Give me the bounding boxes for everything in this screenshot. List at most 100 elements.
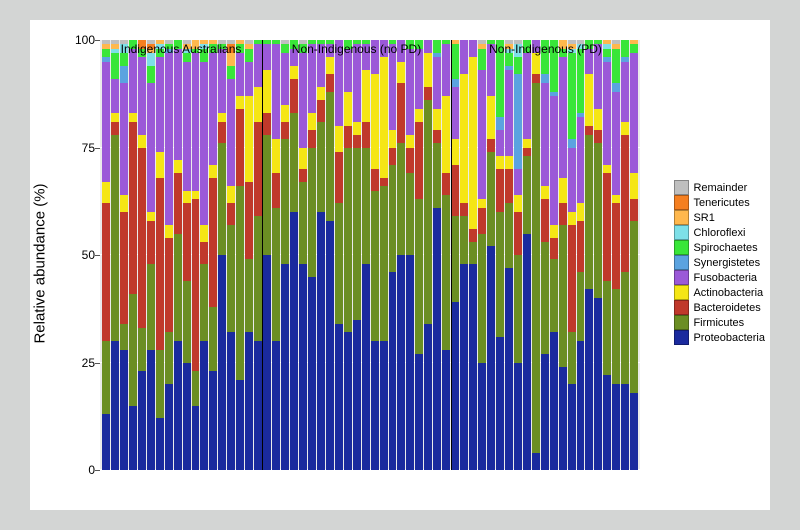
stacked-bar: [469, 40, 477, 470]
bar-segment: [272, 139, 280, 173]
legend-label: Tenericutes: [693, 197, 749, 209]
legend-label: Remainder: [693, 182, 747, 194]
bar-segment: [541, 242, 549, 354]
bar-segment: [424, 40, 432, 53]
bar-segment: [281, 105, 289, 122]
bar-segment: [245, 62, 253, 96]
bar-segment: [469, 57, 477, 229]
bar-segment: [469, 242, 477, 264]
bar-segment: [317, 87, 325, 100]
group-divider: [451, 40, 452, 470]
bar-segment: [415, 199, 423, 354]
bar-segment: [389, 44, 397, 130]
bar-segment: [415, 122, 423, 199]
stacked-bar: [496, 40, 504, 470]
bar-segment: [120, 66, 128, 83]
bar-segment: [353, 122, 361, 135]
bar-segment: [460, 203, 468, 216]
stacked-bar: [514, 40, 522, 470]
stacked-bar: [353, 40, 361, 470]
bar-segment: [227, 225, 235, 333]
bar-segment: [496, 117, 504, 130]
bar-segment: [594, 298, 602, 470]
group-label: Non-Indigenous (no PD): [292, 42, 421, 56]
bar-segment: [630, 53, 638, 173]
y-tick-label: 100: [75, 33, 95, 47]
legend-swatch: [674, 255, 689, 270]
bar-segment: [406, 148, 414, 174]
bar-segment: [165, 238, 173, 333]
bar-segment: [165, 384, 173, 470]
bar-segment: [245, 332, 253, 470]
bar-segment: [183, 62, 191, 191]
bar-segment: [299, 148, 307, 170]
bar-segment: [129, 113, 137, 122]
bar-segment: [254, 341, 262, 470]
bar-segment: [102, 341, 110, 414]
stacked-bar: [209, 40, 217, 470]
bar-segment: [630, 173, 638, 199]
legend-item: Actinobacteria: [674, 285, 765, 300]
stacked-bar: [487, 40, 495, 470]
bar-segment: [460, 74, 468, 203]
bar-segment: [514, 212, 522, 255]
bar-segment: [621, 272, 629, 384]
bar-segment: [568, 225, 576, 333]
bar-segment: [335, 203, 343, 323]
bar-segment: [326, 74, 334, 91]
bar-segment: [612, 384, 620, 470]
stacked-bar: [541, 40, 549, 470]
bar-segment: [147, 350, 155, 470]
bar-segment: [129, 294, 137, 406]
bar-segment: [290, 66, 298, 79]
bar-segment: [344, 148, 352, 333]
bar-segment: [559, 57, 567, 177]
bar-segment: [568, 139, 576, 148]
bar-segment: [326, 92, 334, 221]
bar-segment: [245, 259, 253, 332]
bar-segment: [451, 216, 459, 302]
bar-segment: [523, 148, 531, 157]
y-tick-label: 75: [75, 141, 95, 155]
bar-segment: [272, 44, 280, 139]
bar-segment: [236, 186, 244, 380]
bar-segment: [120, 350, 128, 470]
bar-segment: [353, 320, 361, 471]
bar-segment: [200, 264, 208, 341]
bar-segment: [451, 44, 459, 78]
bar-segment: [577, 49, 585, 114]
bar-segment: [200, 341, 208, 470]
legend-item: Remainder: [674, 180, 765, 195]
stacked-bar: [433, 40, 441, 470]
bar-segment: [541, 199, 549, 242]
bar-segment: [192, 191, 200, 200]
bar-segment: [290, 212, 298, 470]
bar-segment: [281, 122, 289, 139]
bar-segment: [344, 126, 352, 148]
stacked-bar: [415, 40, 423, 470]
stacked-bar: [380, 40, 388, 470]
stacked-bar: [523, 40, 531, 470]
bar-segment: [442, 350, 450, 470]
bar-segment: [227, 203, 235, 225]
bar-segment: [218, 113, 226, 122]
stacked-bar: [165, 40, 173, 470]
bar-segment: [406, 173, 414, 255]
bar-segment: [138, 148, 146, 329]
bar-segment: [102, 62, 110, 182]
bar-segment: [227, 66, 235, 79]
bar-segment: [200, 225, 208, 242]
legend-label: Actinobacteria: [693, 287, 763, 299]
bar-segment: [612, 289, 620, 384]
legend-item: Tenericutes: [674, 195, 765, 210]
bar-segment: [397, 143, 405, 255]
stacked-bar: [568, 40, 576, 470]
bar-segment: [621, 384, 629, 470]
bar-segment: [478, 208, 486, 234]
bar-segment: [505, 268, 513, 470]
bar-segment: [138, 371, 146, 470]
legend-swatch: [674, 285, 689, 300]
stacked-bar: [218, 40, 226, 470]
bar-segment: [120, 324, 128, 350]
bar-segment: [514, 57, 522, 74]
